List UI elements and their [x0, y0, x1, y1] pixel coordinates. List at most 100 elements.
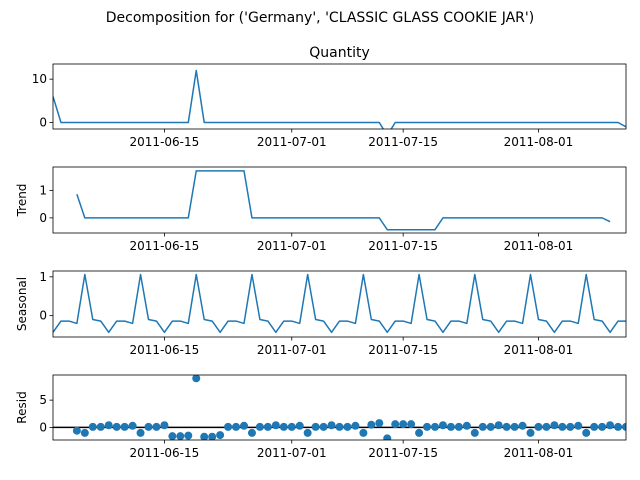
resid-point	[359, 428, 368, 437]
seasonal-xtick-label: 2011-07-15	[368, 343, 438, 357]
resid-point	[470, 428, 479, 437]
resid-xtick-label: 2011-07-01	[257, 446, 327, 460]
resid-point	[399, 420, 408, 429]
resid-point	[271, 421, 280, 430]
resid-point	[454, 422, 463, 431]
resid-point	[88, 422, 97, 431]
resid-point	[136, 428, 145, 437]
resid-point	[446, 422, 455, 431]
quantity-xtick-label: 2011-07-15	[368, 135, 438, 149]
resid-point	[630, 422, 638, 430]
quantity-xtick-label: 2011-07-01	[257, 135, 327, 149]
trend-axes-frame	[52, 166, 627, 234]
resid-point	[200, 432, 209, 440]
resid-point	[518, 421, 527, 430]
resid-point	[566, 422, 575, 431]
seasonal-ytick-label: 1	[39, 270, 47, 284]
resid-point	[478, 422, 487, 431]
resid-point	[415, 428, 424, 437]
resid-point	[502, 422, 511, 431]
quantity-xtick-label: 2011-06-15	[130, 135, 200, 149]
resid-point	[431, 422, 439, 431]
resid-ytick-label: 5	[39, 393, 47, 407]
resid-point	[510, 422, 519, 431]
resid-point	[351, 421, 360, 430]
seasonal-xtick-label: 2011-07-01	[257, 343, 327, 357]
trend-xtick-label: 2011-06-15	[130, 239, 200, 253]
resid-point	[120, 422, 129, 431]
resid-point	[168, 432, 177, 440]
resid-point	[343, 422, 352, 431]
resid-point	[192, 375, 201, 383]
seasonal-xtick-label: 2011-06-15	[130, 343, 200, 357]
resid-point	[550, 421, 559, 430]
resid-point	[104, 421, 113, 430]
trend-xtick-label: 2011-08-01	[504, 239, 574, 253]
resid-point	[224, 422, 233, 431]
resid-point	[255, 422, 264, 431]
resid-point	[494, 421, 503, 430]
resid-point	[80, 428, 89, 437]
resid-point	[598, 422, 607, 431]
resid-point	[606, 421, 615, 430]
resid-point	[391, 420, 400, 429]
resid-point	[590, 422, 599, 431]
figure-suptitle: Decomposition for ('Germany', 'CLASSIC G…	[106, 10, 534, 26]
resid-point	[160, 421, 169, 430]
resid-point	[216, 431, 225, 440]
resid-point	[526, 428, 535, 437]
seasonal-axes-frame	[52, 270, 627, 338]
resid-point	[438, 421, 447, 430]
resid-point	[327, 421, 336, 430]
seasonal-series-line	[53, 273, 626, 334]
resid-point	[534, 422, 543, 431]
resid-point	[96, 422, 105, 431]
resid-point	[407, 420, 416, 429]
resid-point	[335, 422, 344, 431]
resid-point	[558, 422, 567, 431]
resid-point	[128, 421, 137, 430]
trend-ytick-label: 1	[39, 183, 47, 197]
resid-point	[622, 422, 626, 431]
resid-xtick-label: 2011-06-15	[130, 446, 200, 460]
resid-point	[247, 428, 256, 437]
resid-point	[574, 421, 583, 430]
resid-point	[614, 422, 623, 431]
resid-ytick-label: 0	[39, 420, 47, 434]
resid-panel: Resid 0 5 2011-06-15 2011-07-01 2011-07-15 201…	[15, 374, 638, 460]
quantity-title: Quantity	[309, 45, 370, 61]
quantity-panel: Quantity 0 10 2011-06-15 2011-07-01 2011-07-1…	[32, 45, 627, 149]
quantity-series-line	[53, 69, 626, 129]
resid-point	[144, 422, 153, 431]
resid-point	[486, 422, 495, 431]
resid-point	[303, 428, 312, 437]
resid-ylabel: Resid	[15, 391, 29, 423]
trend-ylabel: Trend	[15, 184, 29, 218]
trend-xtick-label: 2011-07-15	[368, 239, 438, 253]
resid-axes-frame	[52, 374, 627, 441]
resid-point	[295, 421, 304, 430]
chart-panels: Quantity 0 1 0 2011-06-15 2011-07-01 2011-07-1…	[15, 45, 638, 460]
resid-point	[232, 422, 241, 431]
resid-xtick-label: 2011-08-01	[504, 446, 574, 460]
resid-point	[375, 419, 384, 428]
seasonal-xtick-label: 2011-08-01	[504, 343, 574, 357]
resid-point	[423, 422, 432, 431]
resid-point	[383, 434, 392, 440]
resid-point	[287, 422, 296, 431]
resid-point	[263, 422, 272, 431]
quantity-xtick-label: 2011-08-01	[504, 135, 574, 149]
trend-xtick-label: 2011-07-01	[257, 239, 327, 253]
seasonal-ylabel: Seasonal	[15, 277, 29, 331]
trend-series-line	[76, 170, 611, 231]
quantity-axes-frame	[52, 63, 627, 130]
trend-panel: Trend 0 1 2011-06-15 2011-07-01 2011-07-15 201…	[15, 166, 627, 253]
trend-ytick-label: 0	[39, 211, 47, 225]
resid-point	[311, 422, 320, 431]
resid-point	[184, 431, 193, 440]
resid-point	[542, 422, 551, 431]
resid-point	[240, 421, 248, 430]
resid-point	[462, 421, 471, 430]
resid-point	[176, 432, 185, 440]
